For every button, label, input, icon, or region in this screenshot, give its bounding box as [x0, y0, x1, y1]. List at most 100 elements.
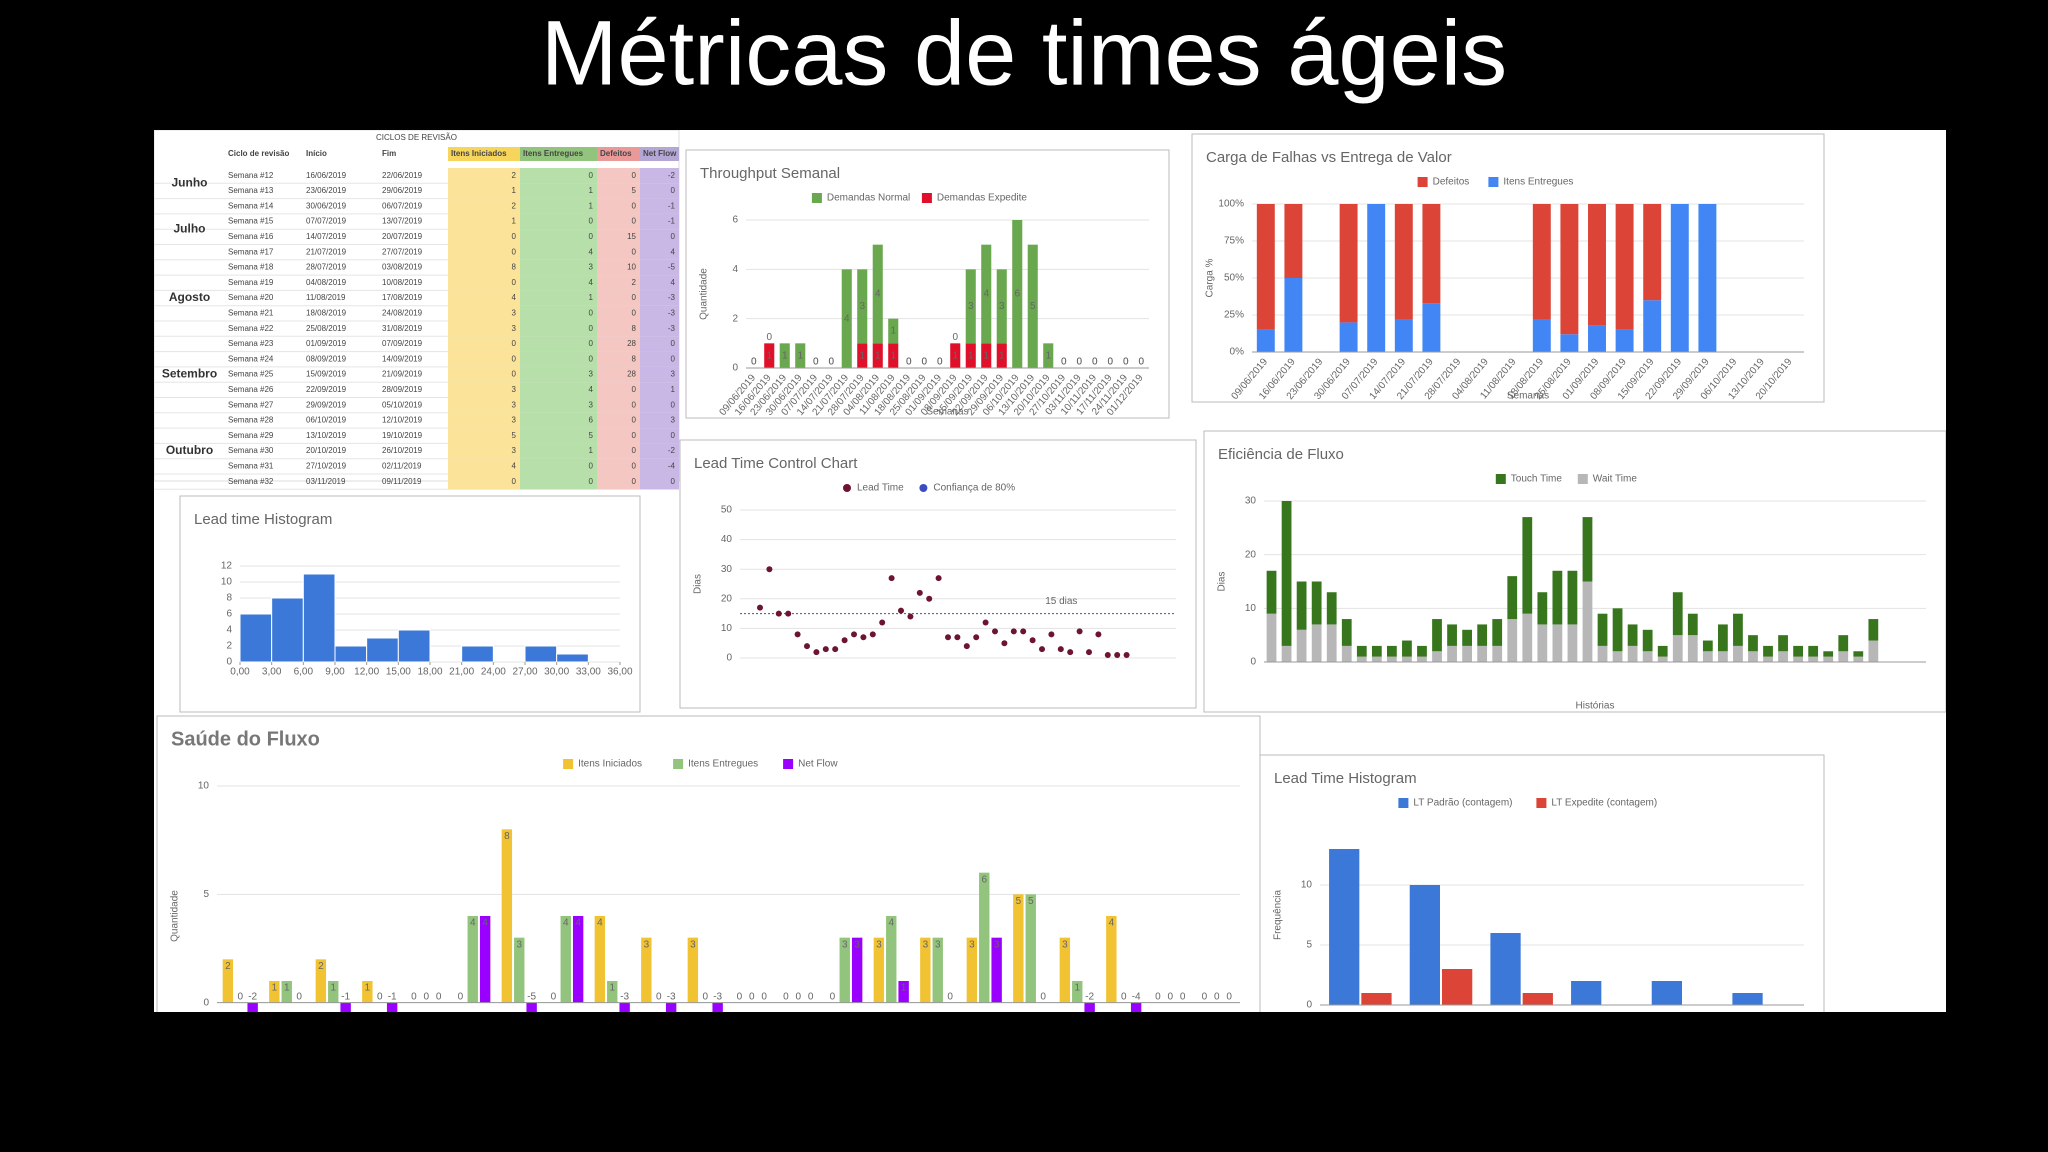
cell — [597, 259, 640, 276]
panel — [679, 439, 1197, 709]
y-tick-label: 0 — [1306, 1000, 1312, 1011]
data-label: -1 — [388, 991, 397, 1002]
x-axis-label: Semanas — [926, 407, 968, 418]
legend-swatch — [1536, 798, 1547, 808]
bar-segment — [1853, 651, 1864, 657]
data-label: 0 — [411, 991, 417, 1002]
bar-segment — [1597, 645, 1608, 662]
cell — [597, 275, 640, 291]
cell-value: -3 — [668, 293, 676, 302]
y-tick-label: 10 — [198, 781, 210, 792]
bar — [898, 981, 909, 1003]
data-label: 0 — [296, 991, 302, 1002]
data-label: -2 — [248, 991, 257, 1002]
scatter-point — [869, 631, 876, 638]
cell-text: 23/06/2019 — [306, 186, 347, 195]
column-header: Ciclo de revisão — [228, 149, 289, 158]
cell — [640, 305, 679, 321]
bar-segment — [1311, 581, 1322, 625]
bar — [1130, 1002, 1142, 1012]
cell — [520, 259, 597, 276]
bar-segment — [1284, 278, 1303, 352]
bar-segment — [1808, 645, 1819, 657]
scatter-point — [860, 634, 867, 641]
histogram-bar — [461, 645, 494, 663]
cell — [448, 229, 520, 245]
legend-swatch — [921, 193, 932, 203]
bar-segment — [764, 343, 775, 368]
data-label: 0 — [1123, 357, 1129, 368]
scatter-point — [888, 575, 895, 582]
data-label: 3 — [969, 939, 975, 950]
bar-segment — [1642, 629, 1653, 652]
x-axis-label: Semanas — [1507, 391, 1549, 402]
bar-segment — [1717, 624, 1728, 652]
bar-segment — [1672, 635, 1683, 662]
panel — [156, 715, 1261, 1012]
cell-value: 3 — [589, 263, 594, 272]
data-label: -4 — [1132, 991, 1141, 1002]
histogram-bar — [271, 597, 304, 663]
cell — [597, 321, 640, 337]
scatter-point — [963, 643, 970, 650]
bar-segment — [1733, 613, 1743, 646]
scatter-point — [945, 634, 951, 641]
bar-segment — [1492, 619, 1503, 646]
data-label: 4 — [1109, 918, 1115, 929]
data-label: 0 — [828, 357, 834, 368]
cell-value: 3 — [671, 370, 676, 379]
bar — [1329, 849, 1360, 1005]
scatter-point — [822, 646, 829, 653]
cell — [640, 336, 679, 352]
y-tick-label: 20 — [1245, 549, 1257, 560]
y-tick-label: 0 — [732, 363, 738, 374]
data-label: 0 — [921, 357, 927, 368]
x-tick-label: 15,00 — [386, 667, 411, 678]
data-label: 0 — [1107, 357, 1113, 368]
cell-value: 1 — [512, 186, 517, 195]
cell-text: Semana #24 — [228, 354, 274, 363]
bar-segment — [950, 343, 961, 368]
x-tick-label: 33,00 — [576, 667, 601, 678]
bar-segment — [996, 343, 1007, 368]
cell-text: 02/11/2019 — [382, 461, 422, 470]
data-label: 1 — [330, 983, 336, 994]
bar-segment — [1612, 608, 1623, 652]
bar-segment — [1717, 651, 1728, 662]
chart-title: Throughput Semanal — [700, 165, 840, 182]
y-tick-label: 12 — [221, 561, 233, 572]
cell — [448, 351, 520, 367]
y-tick-label: 2 — [732, 313, 738, 324]
data-label: 0 — [937, 357, 943, 368]
slide-title: Métricas de times ágeis — [541, 2, 1507, 104]
histogram-bar — [239, 613, 273, 663]
legend-label: Wait Time — [1593, 474, 1638, 485]
scatter-point — [775, 610, 782, 617]
bar-segment — [1266, 570, 1277, 614]
data-label: 1 — [782, 350, 788, 361]
cell-text: Semana #19 — [228, 278, 274, 287]
cell-text: 08/09/2019 — [306, 354, 347, 363]
cell-value: 3 — [512, 446, 517, 455]
y-tick-label: 25% — [1224, 310, 1244, 321]
chart-title: Lead Time Histogram — [1274, 770, 1417, 787]
y-tick-label: 4 — [226, 625, 232, 636]
bar — [886, 916, 897, 1003]
cell-value: 0 — [632, 385, 637, 394]
cell-text: 14/09/2019 — [382, 354, 423, 363]
legend-label: Lead Time — [857, 483, 904, 494]
data-label: 0 — [1040, 991, 1046, 1002]
bar-segment — [1507, 576, 1518, 620]
data-label: 0 — [947, 991, 953, 1002]
legend-label: Itens Entregues — [1503, 177, 1573, 188]
cell-value: 0 — [632, 446, 637, 455]
scatter-point — [1114, 652, 1121, 659]
bar — [501, 829, 513, 1003]
data-label: 0 — [749, 991, 755, 1002]
bar-segment — [1643, 300, 1662, 352]
cell-value: 0 — [632, 431, 637, 440]
cell-value: 0 — [589, 461, 594, 470]
cell-text: Semana #28 — [228, 416, 274, 425]
x-tick-label: 0,00 — [230, 667, 250, 678]
